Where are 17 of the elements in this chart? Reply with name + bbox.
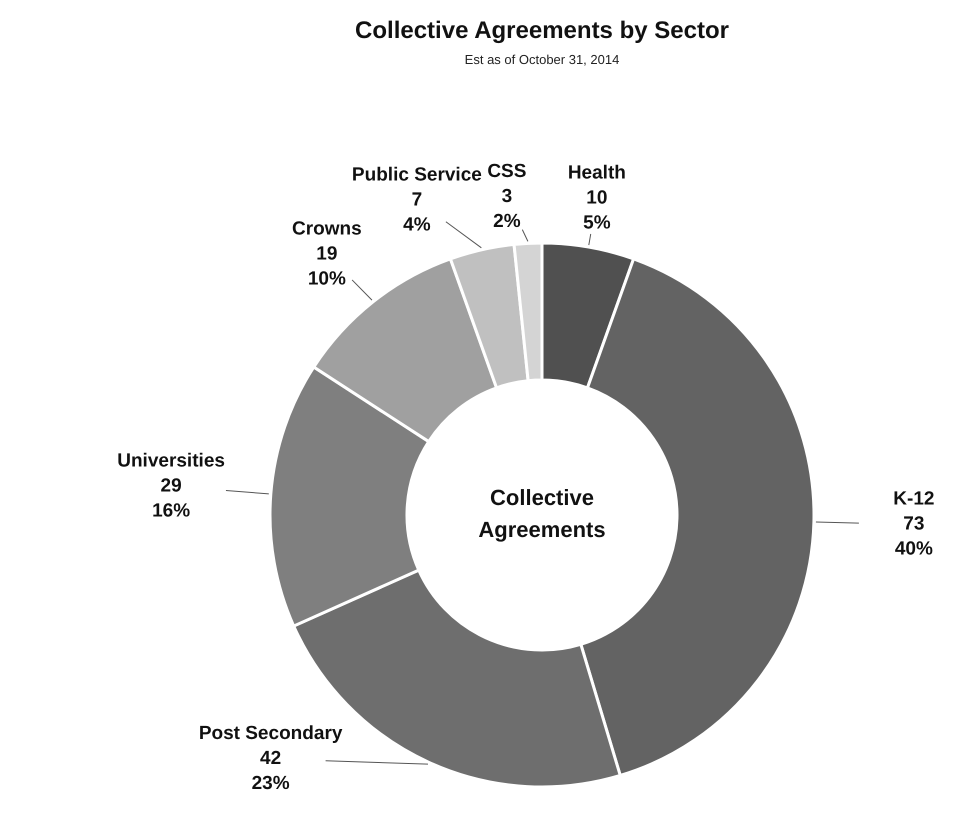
data-label: 42 23% <box>252 748 290 794</box>
chart-title: Collective Agreements by Sector <box>355 17 729 44</box>
slice-label: Post Secondary <box>198 723 343 744</box>
slice-label: K-12 <box>893 488 934 510</box>
data-label: 29 16% <box>152 475 190 522</box>
slice-label: Public Service <box>352 164 482 186</box>
data-label: 7 4% <box>403 189 431 236</box>
data-label: 3 2% <box>493 186 521 232</box>
slice-label: Universities <box>117 450 225 472</box>
chart-subtitle: Est as of October 31, 2014 <box>464 52 620 67</box>
data-label: 73 40% <box>894 514 933 560</box>
slice-label: Crowns <box>292 218 362 240</box>
text: Collective Agreements <box>478 484 606 542</box>
data-label: 10 5% <box>583 187 611 234</box>
slice-label: CSS <box>487 161 526 182</box>
slice-label: Health <box>568 162 626 184</box>
data-label: 19 10% <box>308 243 346 290</box>
